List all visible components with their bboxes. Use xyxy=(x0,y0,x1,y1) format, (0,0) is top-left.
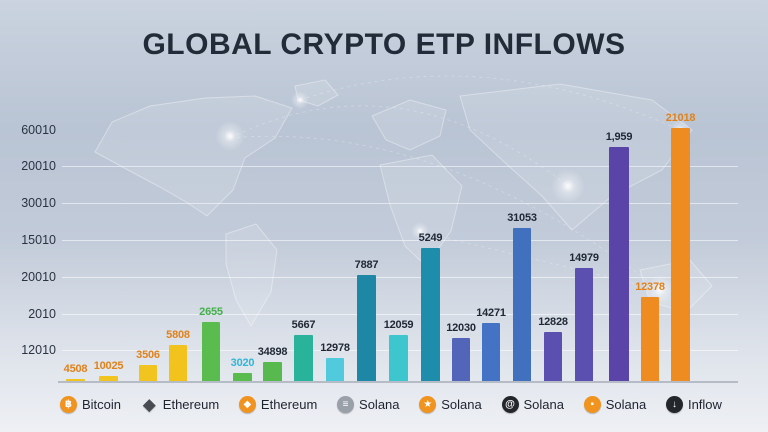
ethereum-coin-icon: ◆ xyxy=(238,395,256,413)
bar xyxy=(609,147,629,381)
bar-value-label: 21018 xyxy=(665,112,696,124)
legend-item-label: Ethereum xyxy=(162,396,220,412)
legend-item-label: Solana xyxy=(605,396,647,412)
solana-square-coin-icon: ▪ xyxy=(583,395,601,413)
bitcoin-coin-icon: ฿ xyxy=(60,395,77,413)
map-north-america xyxy=(94,95,293,217)
page-title: GLOBAL CRYPTO ETP INFLOWS xyxy=(142,28,626,61)
gridline xyxy=(62,203,738,204)
y-axis-tick-label: 30010 xyxy=(21,196,56,210)
gridline xyxy=(62,277,738,278)
bar-value-label: 5808 xyxy=(166,329,190,341)
y-axis-tick-label: 12010 xyxy=(21,343,56,357)
bar xyxy=(452,338,470,381)
bar xyxy=(169,345,187,381)
bar-value-label: 5249 xyxy=(418,232,443,244)
legend-item: ↓ Inflow xyxy=(665,395,722,413)
bar xyxy=(641,297,659,381)
legend-item-label: Solana xyxy=(359,396,400,412)
legend: ฿ Bitcoin ◆ Ethereum ◆ Ethereum ≡ Solana ★ Solana… xyxy=(60,392,722,416)
y-axis-tick-label: 20010 xyxy=(21,270,56,284)
bar-value-label: 34898 xyxy=(257,346,288,358)
bar-value-label: 12059 xyxy=(383,319,414,331)
legend-item: ≡ Solana xyxy=(337,395,400,413)
gridline xyxy=(62,314,738,315)
bar-value-label: 14271 xyxy=(476,307,506,319)
bar-value-label: 3020 xyxy=(230,357,255,369)
bar-value-label: 1,959 xyxy=(605,131,633,143)
y-axis-tick-label: 20010 xyxy=(21,159,56,173)
bar-value-label: 5667 xyxy=(291,319,316,331)
map-europe xyxy=(371,99,447,151)
solana-star-coin-icon: ★ xyxy=(419,395,437,413)
bar-value-label: 3506 xyxy=(136,349,160,361)
bar xyxy=(357,275,376,381)
gridline xyxy=(62,166,738,167)
bar xyxy=(389,335,408,381)
legend-item: ◆ Ethereum xyxy=(141,396,219,413)
legend-item-label: Solana xyxy=(523,396,564,412)
bar-value-label: 31053 xyxy=(507,212,537,224)
network-arc xyxy=(229,105,569,187)
bar-value-label: 7887 xyxy=(354,259,379,271)
legend-item-label: Solana xyxy=(441,396,482,412)
legend-item: @ Solana xyxy=(501,395,564,413)
y-axis-tick-label: 15010 xyxy=(21,233,56,247)
bar-value-label: 12828 xyxy=(538,316,568,328)
solana-at-coin-icon: @ xyxy=(501,395,519,413)
legend-item-label: Ethereum xyxy=(260,396,318,412)
x-axis-baseline xyxy=(58,381,738,383)
bar-value-label: 12978 xyxy=(320,342,350,354)
legend-item: ◆ Ethereum xyxy=(238,395,318,413)
inflow-arrow-coin-icon: ↓ xyxy=(665,395,683,413)
bar xyxy=(513,228,531,381)
bar xyxy=(326,358,344,381)
bar xyxy=(99,376,118,381)
bar xyxy=(575,268,593,381)
legend-item-label: Bitcoin xyxy=(82,396,122,412)
legend-item: ▪ Solana xyxy=(583,395,647,413)
bar-value-label: 2655 xyxy=(199,306,223,318)
map-greenland xyxy=(294,79,339,107)
ethereum-diamond-icon: ◆ xyxy=(142,394,156,414)
network-arc xyxy=(229,135,661,291)
bar-value-label: 12378 xyxy=(635,281,665,293)
bar-value-label: 4508 xyxy=(63,363,88,375)
bar-value-label: 10025 xyxy=(93,360,124,372)
bar xyxy=(139,365,157,381)
bar-value-label: 14979 xyxy=(569,252,599,264)
solana-gray-coin-icon: ≡ xyxy=(337,395,355,413)
bar xyxy=(421,248,440,381)
bar xyxy=(294,335,313,381)
legend-item: ★ Solana xyxy=(419,395,482,413)
bar xyxy=(202,322,220,381)
bar xyxy=(544,332,562,381)
bar xyxy=(66,379,85,381)
gridline xyxy=(62,240,738,241)
map-asia xyxy=(459,83,693,231)
network-arc xyxy=(299,75,681,131)
legend-item-label: Inflow xyxy=(687,396,722,412)
bar xyxy=(263,362,282,381)
bar xyxy=(233,373,252,381)
y-axis-tick-label: 2010 xyxy=(28,307,56,321)
legend-item: ฿ Bitcoin xyxy=(60,395,122,413)
bar xyxy=(671,128,690,381)
bar-value-label: 12030 xyxy=(446,322,476,334)
bar xyxy=(482,323,500,381)
y-axis-tick-label: 60010 xyxy=(21,123,56,137)
